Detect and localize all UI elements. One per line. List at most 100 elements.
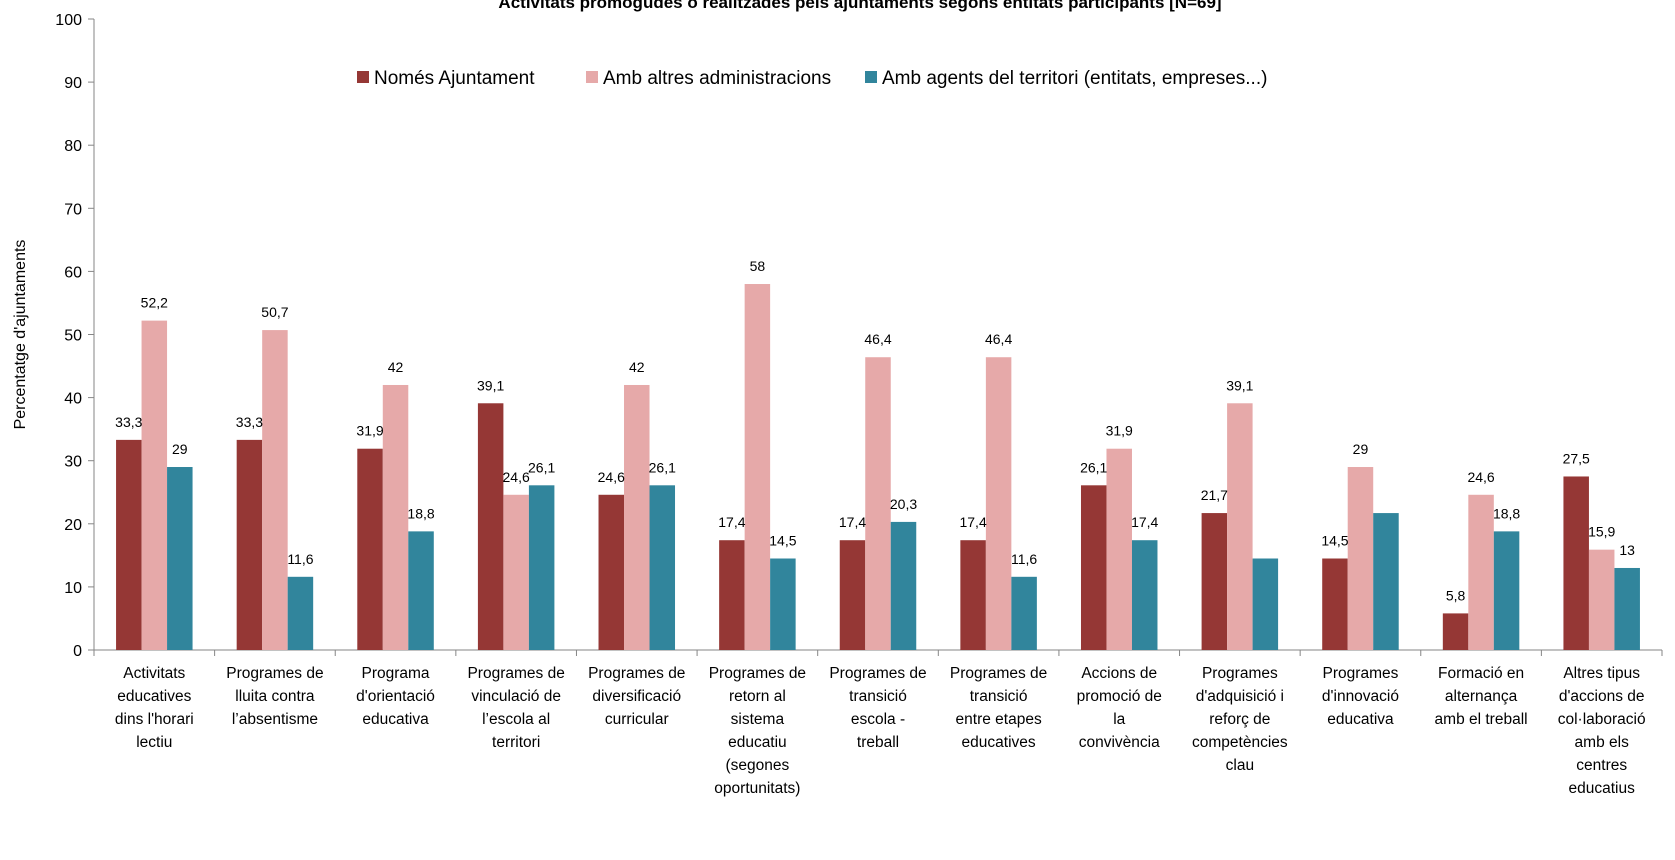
- bar: [167, 467, 193, 650]
- bar: [287, 576, 314, 650]
- data-label: 39,1: [477, 377, 504, 393]
- legend-swatch: [357, 71, 369, 83]
- bar: [236, 439, 263, 650]
- data-label: 14,5: [1321, 533, 1348, 549]
- legend-label: Amb agents del territori (entitats, empr…: [882, 68, 1267, 89]
- axes: 0 10 20 30 40 50 60 70 80 90 100: [55, 12, 1663, 660]
- data-label: 13: [1619, 542, 1635, 558]
- y-tick-label: 0: [73, 643, 82, 660]
- legend-label: Amb altres administracions: [603, 68, 831, 89]
- data-label: 11,6: [287, 551, 313, 567]
- data-label: 29: [172, 441, 188, 457]
- bar: [262, 330, 288, 650]
- chart-title: Activitats promogudes o realitzades pels…: [498, 0, 1221, 12]
- bar: [1373, 513, 1399, 650]
- x-tick-label: Programes d'adquisició i reforç de competèn…: [1192, 665, 1288, 774]
- data-labels: 33,3 52,2 29 33,3 50,7 11,6 31,9 42 18,8 39,1 24,6…: [115, 258, 1635, 603]
- bar: [1493, 531, 1520, 650]
- bar: [865, 357, 891, 650]
- data-label: 24,6: [1467, 469, 1494, 485]
- bar: [1442, 613, 1469, 650]
- data-label: 15,9: [1588, 524, 1615, 540]
- data-label: 17,4: [839, 514, 866, 530]
- data-label: 20,3: [890, 496, 917, 512]
- x-tick-label: Altres tipus d'accions de col·laboració amb…: [1558, 665, 1646, 797]
- legend-item: Amb altres administracions: [586, 68, 831, 89]
- bar: [770, 558, 796, 650]
- bar: [744, 284, 771, 650]
- data-label: 14,5: [769, 533, 796, 549]
- x-tick-label: Formació en alternança amb el treball: [1435, 665, 1528, 728]
- legend: Només Ajuntament Amb altres administracio…: [357, 68, 1267, 89]
- bar: [528, 485, 555, 650]
- bar: [1252, 558, 1279, 650]
- data-label: 11,6: [1011, 551, 1037, 567]
- data-label: 17,4: [959, 514, 986, 530]
- bar: [1347, 467, 1374, 650]
- bars: [116, 284, 1640, 650]
- bar: [1080, 485, 1107, 650]
- bar: [624, 384, 650, 650]
- bar: [1201, 513, 1228, 650]
- bar: [1322, 558, 1348, 650]
- data-label: 26,1: [528, 459, 555, 475]
- data-label: 5,8: [1446, 587, 1466, 603]
- data-label: 58: [750, 258, 766, 274]
- x-tick-label: Programes d'innovació educativa: [1322, 665, 1399, 728]
- data-label: 26,1: [649, 459, 676, 475]
- bar: [1468, 494, 1494, 650]
- data-label: 21,7: [1201, 487, 1228, 503]
- data-label: 46,4: [864, 331, 891, 347]
- bar: [1011, 576, 1037, 650]
- bar: [382, 384, 409, 650]
- legend-item: Amb agents del territori (entitats, empr…: [865, 68, 1267, 89]
- bar: [839, 540, 866, 650]
- y-tick-label: 60: [64, 264, 82, 281]
- bar: [1563, 476, 1589, 650]
- bar: [116, 439, 142, 650]
- x-tick-label: Programes de retorn al sistema educatiu (seg…: [709, 665, 806, 797]
- x-tick-label: Accions de promoció de la convivència: [1077, 665, 1162, 751]
- data-label: 27,5: [1563, 450, 1590, 466]
- data-label: 50,7: [261, 304, 288, 320]
- y-tick-label: 70: [64, 201, 82, 218]
- x-tick-label: Programes de diversificació curricular: [588, 665, 685, 728]
- category-labels: Activitats educatives dins l'horari lectiu P…: [115, 665, 1646, 797]
- legend-swatch: [586, 71, 598, 83]
- data-label: 33,3: [236, 414, 263, 430]
- data-label: 33,3: [115, 414, 142, 430]
- data-label: 31,9: [356, 423, 383, 439]
- bar: [598, 494, 625, 650]
- bar: [1131, 540, 1158, 650]
- data-label: 17,4: [1131, 514, 1158, 530]
- bar: [357, 448, 383, 650]
- data-label: 42: [388, 359, 404, 375]
- y-tick-label: 100: [55, 12, 82, 29]
- data-label: 52,2: [141, 295, 168, 311]
- bar: [1614, 567, 1640, 650]
- bar: [477, 403, 504, 650]
- bar: [890, 521, 917, 650]
- data-label: 24,6: [598, 469, 625, 485]
- x-tick-label: Activitats educatives dins l'horari lectiu: [115, 665, 194, 751]
- bar: [408, 531, 434, 650]
- bar: [503, 494, 529, 650]
- y-tick-label: 20: [64, 517, 82, 534]
- bar: [649, 485, 676, 650]
- data-label: 18,8: [407, 505, 434, 521]
- x-tick-label: Programes de vinculació de l’escola al terr…: [467, 665, 564, 751]
- x-tick-label: Programes de transició entre etapes educati…: [950, 665, 1047, 751]
- data-label: 46,4: [985, 331, 1012, 347]
- data-label: 17,4: [718, 514, 745, 530]
- data-label: 18,8: [1493, 505, 1520, 521]
- y-axis-label: Percentatge d'ajuntaments: [12, 240, 29, 430]
- legend-item: Només Ajuntament: [357, 68, 535, 89]
- data-label: 24,6: [503, 469, 530, 485]
- data-label: 29: [1353, 441, 1369, 457]
- bar: [1588, 549, 1615, 650]
- x-tick-label: Programa d'orientació educativa: [356, 665, 435, 728]
- bar: [1227, 403, 1253, 650]
- bar: [1106, 448, 1132, 650]
- x-tick-label: Programes de lluita contra l’absentisme: [226, 665, 323, 728]
- y-tick-label: 30: [64, 454, 82, 471]
